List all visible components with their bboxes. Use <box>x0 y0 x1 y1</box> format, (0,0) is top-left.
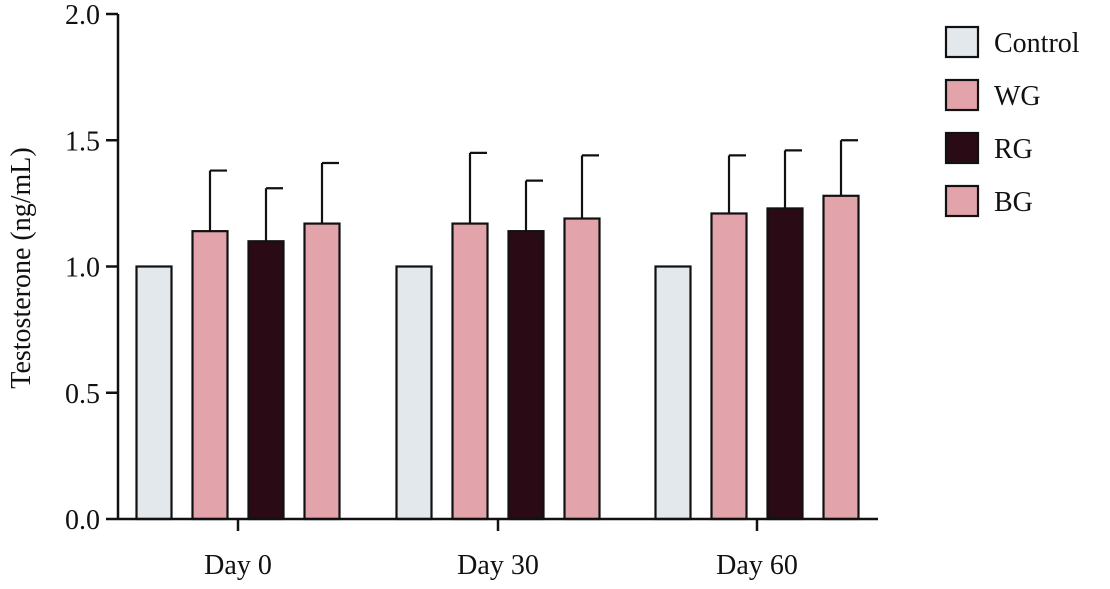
bar <box>451 222 489 521</box>
legend-label: BG <box>994 187 1033 218</box>
x-tick-label: Day 30 <box>457 550 539 581</box>
y-tick-label: 2.0 <box>65 0 100 31</box>
x-tick-label: Day 0 <box>204 550 272 581</box>
legend: Control WG RG BG <box>944 25 1080 218</box>
legend-label: Control <box>994 28 1080 59</box>
bar <box>247 240 285 521</box>
legend-swatch <box>944 78 980 112</box>
bar <box>395 265 433 521</box>
y-tick-label: 0.0 <box>65 505 100 536</box>
bar <box>710 212 748 521</box>
legend-swatch <box>944 184 980 218</box>
bar <box>507 230 545 521</box>
y-axis: 0.0 0.5 1.0 1.5 2.0 <box>65 0 120 536</box>
y-axis-label: Testosterone (ng/mL) <box>6 147 37 388</box>
legend-swatch <box>944 131 980 165</box>
legend-swatch <box>944 25 980 59</box>
y-tick-label: 1.5 <box>65 126 100 157</box>
plot-area <box>135 139 860 521</box>
bar <box>766 207 804 521</box>
x-axis: Day 0 Day 30 Day 60 <box>118 517 878 581</box>
legend-label: RG <box>994 134 1033 165</box>
legend-label: WG <box>994 81 1041 112</box>
y-tick-label: 1.0 <box>65 253 100 284</box>
bar <box>303 222 341 521</box>
bar <box>563 217 601 521</box>
bar <box>135 265 173 521</box>
bar <box>654 265 692 521</box>
bar <box>191 230 229 521</box>
y-tick-label: 0.5 <box>65 379 100 410</box>
x-tick-label: Day 60 <box>716 550 798 581</box>
bar <box>822 194 860 521</box>
